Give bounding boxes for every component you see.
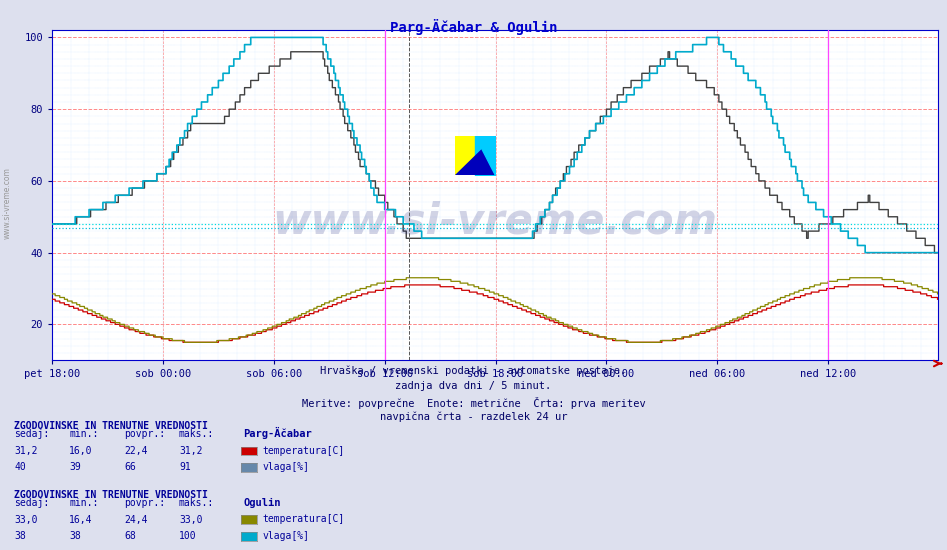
Text: ZGODOVINSKE IN TRENUTNE VREDNOSTI: ZGODOVINSKE IN TRENUTNE VREDNOSTI (14, 490, 208, 499)
Text: 39: 39 (69, 462, 80, 472)
Text: 22,4: 22,4 (124, 446, 148, 456)
Text: ZGODOVINSKE IN TRENUTNE VREDNOSTI: ZGODOVINSKE IN TRENUTNE VREDNOSTI (14, 421, 208, 431)
Text: 38: 38 (14, 531, 26, 541)
Text: 100: 100 (179, 531, 197, 541)
Text: Parg-Äčabar: Parg-Äčabar (243, 427, 313, 439)
Text: povpr.:: povpr.: (124, 429, 165, 439)
Text: 66: 66 (124, 462, 135, 472)
Text: 33,0: 33,0 (179, 514, 203, 525)
Text: 31,2: 31,2 (14, 446, 38, 456)
Text: vlaga[%]: vlaga[%] (262, 462, 310, 472)
Text: sedaj:: sedaj: (14, 498, 49, 508)
Text: www.si-vreme.com: www.si-vreme.com (273, 201, 717, 243)
Text: zadnja dva dni / 5 minut.: zadnja dva dni / 5 minut. (396, 381, 551, 391)
Text: 68: 68 (124, 531, 135, 541)
Text: min.:: min.: (69, 429, 98, 439)
Text: 16,4: 16,4 (69, 514, 93, 525)
Text: maks.:: maks.: (179, 498, 214, 508)
Text: Hrvaška / vremenski podatki - avtomatske postaje.: Hrvaška / vremenski podatki - avtomatske… (320, 366, 627, 376)
Text: temperatura[C]: temperatura[C] (262, 514, 345, 525)
Text: www.si-vreme.com: www.si-vreme.com (3, 168, 12, 239)
Text: min.:: min.: (69, 498, 98, 508)
Text: povpr.:: povpr.: (124, 498, 165, 508)
Text: 38: 38 (69, 531, 80, 541)
Polygon shape (455, 136, 495, 175)
Text: sedaj:: sedaj: (14, 429, 49, 439)
Text: navpična črta - razdelek 24 ur: navpična črta - razdelek 24 ur (380, 412, 567, 422)
Text: 16,0: 16,0 (69, 446, 93, 456)
Text: Ogulin: Ogulin (243, 498, 281, 508)
Text: 33,0: 33,0 (14, 514, 38, 525)
Text: temperatura[C]: temperatura[C] (262, 446, 345, 456)
Text: maks.:: maks.: (179, 429, 214, 439)
Text: 91: 91 (179, 462, 190, 472)
Polygon shape (474, 136, 495, 175)
Text: vlaga[%]: vlaga[%] (262, 531, 310, 541)
Text: 40: 40 (14, 462, 26, 472)
Text: 31,2: 31,2 (179, 446, 203, 456)
Text: 24,4: 24,4 (124, 514, 148, 525)
Text: Parg-Äčabar & Ogulin: Parg-Äčabar & Ogulin (390, 19, 557, 35)
Text: Meritve: povprečne  Enote: metrične  Črta: prva meritev: Meritve: povprečne Enote: metrične Črta:… (302, 397, 645, 409)
